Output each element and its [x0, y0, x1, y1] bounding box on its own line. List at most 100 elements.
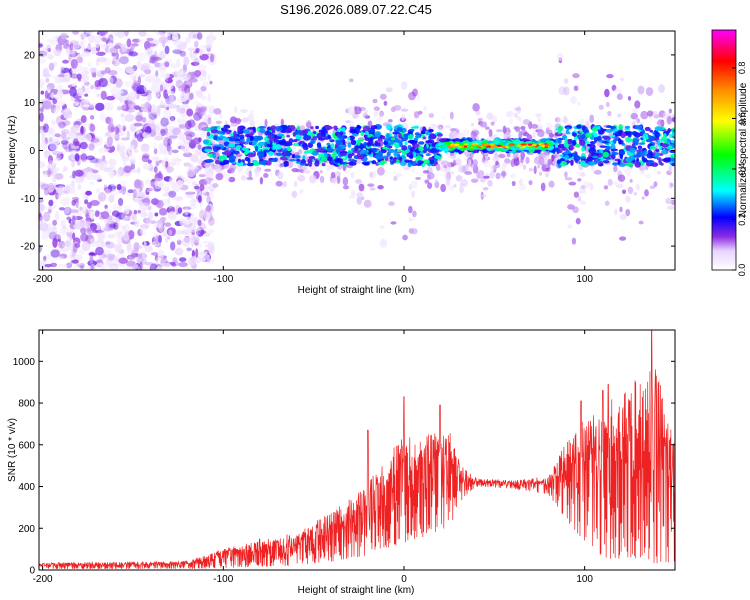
spectrogram-cell — [350, 139, 357, 145]
spectrogram-cell — [127, 248, 133, 256]
spectrogram-cell — [275, 180, 283, 187]
spectrogram-cell — [195, 248, 199, 258]
spectrogram-cell — [100, 45, 108, 50]
spectrogram-cell — [455, 158, 462, 166]
spectrogram-cell — [84, 85, 90, 90]
spectrogram-cell — [618, 150, 626, 156]
spectrogram-cell — [627, 96, 632, 101]
spectrogram-cell — [347, 158, 355, 162]
spectrogram-cell — [76, 87, 84, 97]
spectrogram-cell — [55, 35, 60, 42]
spectrogram-cell — [317, 143, 322, 149]
spectrogram-cell — [407, 139, 416, 144]
spectrogram-cell — [66, 216, 72, 221]
spectrogram-cell — [121, 117, 126, 124]
spectrogram-cell — [563, 77, 569, 84]
spectrogram-cell — [212, 153, 217, 159]
spectrogram-cell — [50, 74, 58, 79]
spectrogram-cell — [291, 190, 298, 198]
spectrogram-cell — [579, 139, 586, 146]
spectrogram-cell — [342, 185, 350, 190]
spectrogram-cell — [162, 109, 171, 119]
spectrogram-cell — [540, 138, 548, 143]
spectrogram-cell — [111, 210, 120, 217]
spectrogram-cell — [376, 142, 381, 147]
spectrogram-cell — [450, 152, 455, 157]
spectrogram-cell — [76, 203, 83, 212]
spectrogram-cell — [100, 254, 106, 260]
spectrogram-cell — [445, 177, 451, 187]
spectrogram-cell — [553, 152, 560, 158]
spectrogram-cell — [551, 154, 555, 162]
spectrogram-cell — [636, 151, 645, 157]
spectrogram-cell — [178, 257, 187, 262]
y-tick-label: 20 — [24, 50, 36, 61]
spectrogram-cell — [179, 218, 185, 227]
spectrogram-cell — [44, 253, 50, 258]
spectrogram-cell — [349, 135, 354, 141]
spectrogram-cell — [317, 148, 326, 152]
spectrogram-cell — [109, 182, 117, 186]
spectrogram-cell — [88, 62, 93, 68]
spectrogram-cell — [595, 158, 599, 164]
spectrogram-cell — [175, 229, 185, 235]
spectrogram-cell — [548, 133, 555, 138]
spectrogram-cell — [111, 60, 116, 65]
spectrogram-cell — [462, 128, 471, 137]
spectrogram-cell — [187, 47, 196, 52]
spectrogram-cell — [564, 154, 570, 161]
spectrogram-cell — [383, 100, 388, 106]
spectrogram-cell — [401, 145, 408, 151]
spectrogram-cell — [127, 101, 136, 111]
spectrogram-cell — [412, 88, 418, 97]
spectrogram-cell — [213, 135, 218, 141]
spectrogram-cell — [185, 191, 195, 199]
spectrogram-cell — [185, 266, 190, 270]
spectrogram-cell — [48, 184, 57, 190]
spectrogram-cell — [348, 78, 354, 83]
spectrogram-cell — [291, 168, 299, 173]
spectrogram-cell — [519, 178, 523, 187]
spectrogram-cell — [487, 179, 493, 187]
spectrogram-cell — [117, 222, 121, 227]
spectrogram-cell — [572, 139, 577, 146]
spectrogram-cell — [50, 249, 60, 258]
spectrogram-cell — [505, 111, 514, 118]
spectrogram-cell — [143, 83, 148, 93]
spectrogram-cell — [154, 159, 158, 169]
spectrogram-cell — [308, 174, 317, 184]
spectrogram-cell — [77, 78, 82, 82]
spectrogram-cell — [223, 150, 232, 156]
spectrogram-cell — [624, 125, 631, 129]
spectrogram-cell — [336, 128, 343, 132]
spectrogram-cell — [202, 72, 207, 77]
spectrogram-cell — [566, 127, 570, 131]
spectrogram-cell — [589, 143, 596, 150]
spectrogram-cell — [182, 137, 191, 145]
spectrogram-cell — [54, 173, 64, 180]
spectrogram-cell — [285, 142, 293, 147]
spectrogram-cell — [615, 183, 624, 189]
spectrogram-cell — [500, 171, 507, 177]
spectrogram-cell — [191, 31, 200, 35]
spectrogram-cell — [68, 228, 74, 233]
spectrogram-cell — [661, 143, 669, 148]
spectrogram-cell — [233, 138, 241, 142]
spectrogram-cell — [393, 151, 399, 158]
spectrogram-cell — [60, 223, 64, 227]
spectrogram-cell — [204, 177, 212, 185]
spectrogram-cell — [414, 132, 420, 136]
spectrogram-cell — [62, 242, 69, 251]
spectrogram-cell — [74, 153, 80, 162]
spectrogram-cell — [599, 145, 607, 148]
spectrogram-cell — [616, 93, 623, 101]
spectrogram-cell — [134, 80, 141, 84]
spectrogram-cell — [239, 138, 245, 142]
spectrogram-cell — [144, 68, 152, 75]
spectrogram-cell — [114, 172, 124, 177]
spectrogram-cell — [167, 104, 178, 109]
spectrogram-cell — [202, 81, 209, 88]
spectrogram-cell — [84, 93, 89, 97]
spectrogram-cell — [108, 76, 114, 85]
spectrogram-cell — [520, 143, 527, 146]
